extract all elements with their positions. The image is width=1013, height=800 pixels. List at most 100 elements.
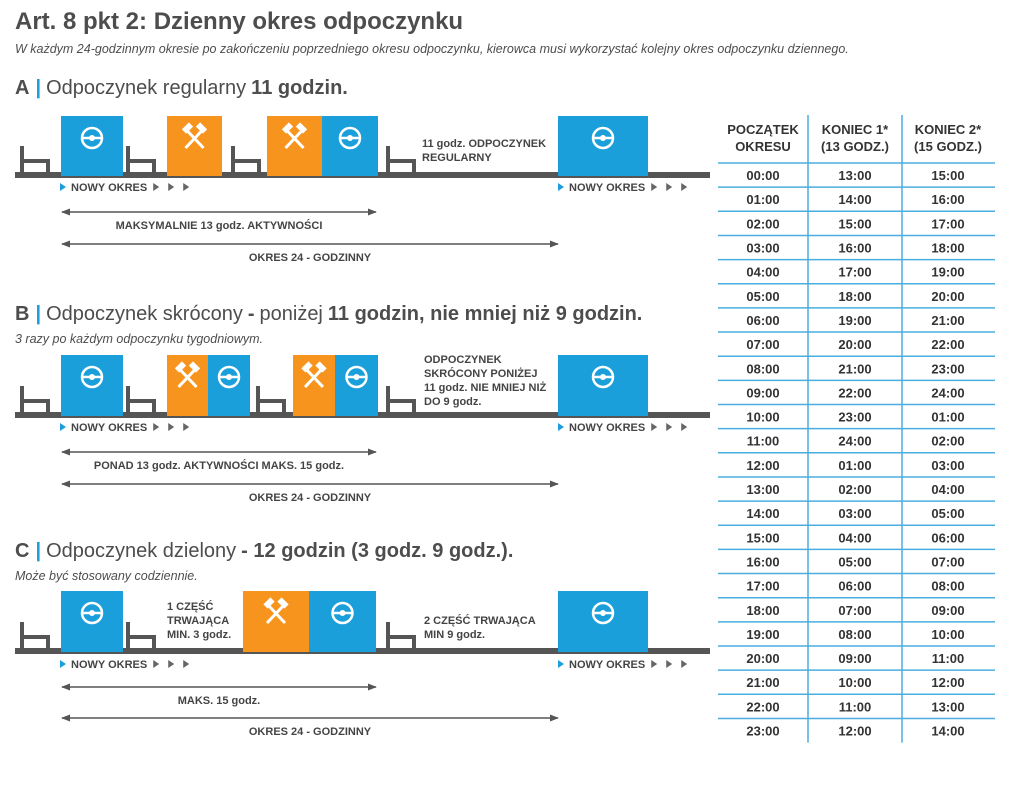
bed-icon: [386, 386, 416, 414]
steering-icon: [80, 126, 104, 150]
table-cell: 12:00: [746, 458, 779, 473]
box-label: ODPOCZYNEK: [424, 354, 502, 366]
table-cell: 09:00: [931, 603, 964, 618]
table-cell: 11:00: [932, 651, 965, 666]
bed-icon: [256, 386, 286, 414]
hammer-head: [263, 597, 275, 609]
steering-icon: [345, 365, 368, 389]
heading-part: 11 godzin, nie mniej niż 9 godzin.: [328, 303, 642, 325]
new-period: NOWY OKRES: [569, 659, 645, 671]
table-cell: 23:00: [746, 724, 779, 739]
bed-icon: [126, 146, 156, 174]
box-label: 2 CZĘŚĆ TRWAJĄCA: [424, 614, 536, 627]
active-label: PONAD 13 godz. AKTYWNOŚCI MAKS. 15 godz.: [94, 459, 344, 472]
triangle: [183, 183, 190, 191]
new-period: NOWY OKRES: [569, 422, 645, 434]
table-cell: 20:00: [838, 337, 871, 352]
heading-part: 11 godzin.: [251, 77, 348, 99]
triangle: [558, 660, 564, 668]
table-cell: 06:00: [838, 579, 871, 594]
driving-block: [335, 355, 378, 416]
new-period: NOWY OKRES: [71, 182, 147, 194]
new-period: NOWY OKRES: [71, 659, 147, 671]
table-cell: 01:00: [931, 410, 964, 425]
work-block: [293, 355, 335, 416]
triangle: [681, 183, 688, 191]
hammer-handle: [285, 128, 305, 150]
new-period: NOWY OKRES: [569, 182, 645, 194]
table-cell: 07:00: [931, 554, 964, 569]
hammer-handle: [304, 367, 325, 389]
table-cell: 01:00: [838, 458, 871, 473]
steering-icon: [591, 126, 615, 150]
box-label: 11 godz. ODPOCZYNEK: [422, 138, 546, 150]
triangle: [60, 660, 66, 668]
driving-block: [208, 355, 250, 416]
table-cell: 23:00: [931, 361, 964, 376]
heading-part: Odpoczynek skrócony: [46, 303, 243, 325]
table-cell: 15:00: [746, 530, 779, 545]
section-letter: C: [15, 540, 29, 562]
table-cell: 24:00: [838, 434, 871, 449]
hammer-handle: [185, 128, 205, 150]
table-cell: 18:00: [838, 289, 871, 304]
table-cell: 22:00: [746, 699, 779, 714]
hammer-head: [277, 597, 289, 609]
table-cell: 19:00: [746, 627, 779, 642]
separator: |: [35, 77, 41, 99]
table-cell: 00:00: [746, 168, 779, 183]
table-cell: 02:00: [931, 434, 964, 449]
box-label: REGULARNY: [422, 152, 492, 164]
table-cell: 17:00: [746, 579, 779, 594]
triangle: [666, 423, 673, 431]
steering-icon: [331, 601, 354, 625]
hammer-head: [195, 122, 208, 134]
table-cell: 13:00: [838, 168, 871, 183]
table-cell: 18:00: [931, 241, 964, 256]
table-header: (15 GODZ.): [914, 139, 982, 154]
driving-block: [309, 591, 376, 652]
table-header: KONIEC 2*: [915, 122, 982, 137]
box-label: 11 godz. NIE MNIEJ NIŻ: [424, 381, 547, 394]
table-cell: 03:00: [746, 241, 779, 256]
period-label: OKRES 24 - GODZINNY: [249, 726, 372, 738]
steering-icon: [338, 126, 362, 150]
section-letter: A: [15, 77, 29, 99]
section-letter: B: [15, 303, 29, 325]
table-cell: 02:00: [838, 482, 871, 497]
section-note: 3 razy po każdym odpoczynku tygodniowym.: [15, 332, 263, 346]
title: Art. 8 pkt 2: Dzienny okres odpoczynku: [15, 8, 463, 35]
table-cell: 21:00: [838, 361, 871, 376]
triangle: [153, 423, 160, 431]
driving-block: [558, 116, 648, 176]
triangle: [666, 660, 673, 668]
table-cell: 12:00: [931, 675, 964, 690]
table-cell: 13:00: [931, 699, 964, 714]
table-cell: 19:00: [838, 313, 871, 328]
table-cell: 20:00: [746, 651, 779, 666]
triangle: [168, 660, 175, 668]
table-cell: 05:00: [746, 289, 779, 304]
steering-icon: [217, 365, 241, 389]
table-cell: 02:00: [746, 216, 779, 231]
triangle: [651, 183, 658, 191]
table-cell: 11:00: [839, 699, 872, 714]
bed-icon: [20, 146, 50, 174]
table-cell: 22:00: [838, 385, 871, 400]
table-header: OKRESU: [735, 139, 791, 154]
active-label: MAKSYMALNIE 13 godz. AKTYWNOŚCI: [116, 219, 323, 232]
heading-part: poniżej: [260, 303, 323, 325]
triangle: [168, 423, 175, 431]
heading-part: Odpoczynek dzielony: [46, 540, 236, 562]
hammer-handle: [178, 367, 198, 389]
hammer-head: [281, 122, 294, 134]
steering-icon: [591, 601, 615, 625]
hammer-head: [181, 122, 194, 134]
period-label: OKRES 24 - GODZINNY: [249, 492, 372, 504]
table-cell: 07:00: [746, 337, 779, 352]
driving-block: [322, 116, 378, 176]
triangle: [558, 423, 564, 431]
section-heading: C | Odpoczynek dzielony - 12 godzin (3 godz…: [15, 540, 513, 562]
table-cell: 19:00: [931, 265, 964, 280]
table-cell: 09:00: [746, 385, 779, 400]
